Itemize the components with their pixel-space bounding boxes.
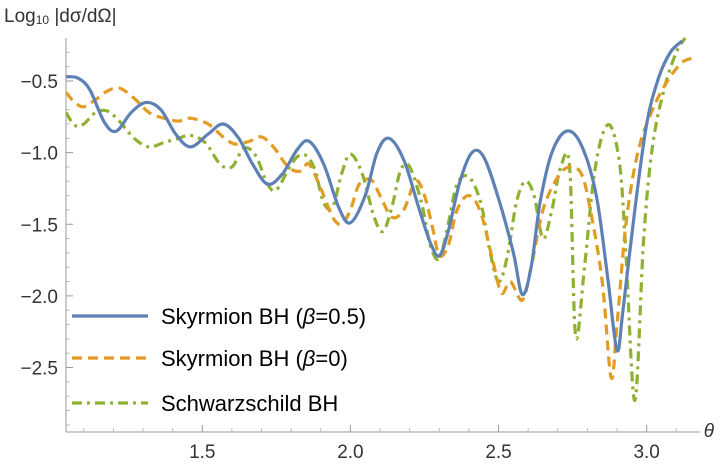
y-tick-label: −1.5 [20, 215, 58, 236]
x-axis-label: θ [704, 421, 715, 442]
axes: 1.5 2.0 2.5 3.0 −0.5 −1.0 −1.5 −2.0 −2.5 θ Log10 |… [4, 6, 715, 463]
y-tick-label: −2.0 [20, 287, 58, 308]
series-line-3 [66, 37, 687, 403]
x-tick-label: 2.0 [337, 442, 363, 463]
y-tick-label: −2.5 [20, 359, 58, 380]
series-line-1 [66, 39, 684, 353]
legend-label-3: Schwarzschild BH [161, 391, 338, 416]
legend-label-1: Skyrmion BH (β=0.5) [161, 304, 366, 329]
y-axis-label: Log10 |dσ/dΩ| [4, 6, 117, 27]
y-tick-label: −1.0 [20, 144, 58, 165]
legend: Skyrmion BH (β=0.5) Skyrmion BH (β=0) Schw… [72, 304, 366, 416]
x-tick-label: 2.5 [485, 442, 511, 463]
x-tick-label: 3.0 [633, 442, 659, 463]
x-tick-label: 1.5 [189, 442, 215, 463]
y-tick-label: −0.5 [20, 72, 58, 93]
series-line-2 [66, 56, 695, 381]
legend-label-2: Skyrmion BH (β=0) [161, 346, 348, 371]
series-layer [66, 37, 695, 403]
